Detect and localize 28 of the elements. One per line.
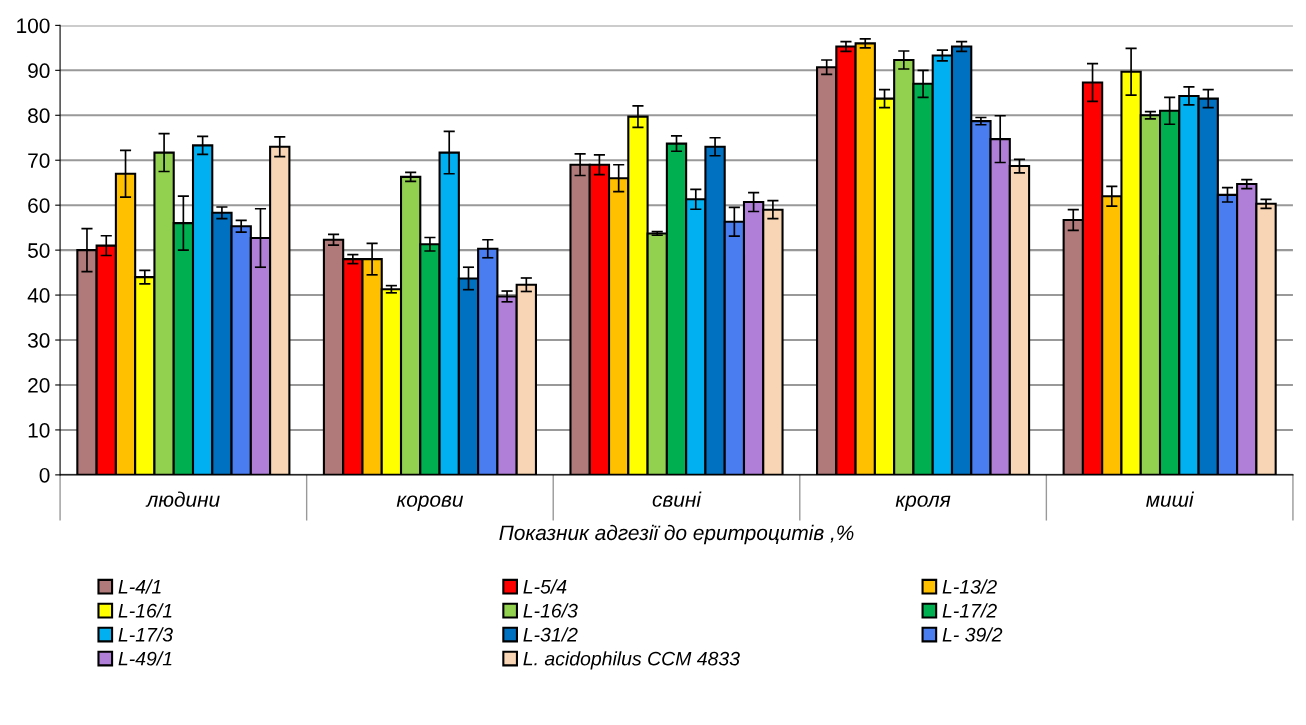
y-tick-label: 100 — [17, 18, 50, 34]
legend-label: L-16/3 — [523, 603, 578, 618]
x-axis-title: Показник адгезії до еритроцитів ,% — [499, 524, 854, 545]
x-tick-label: миші — [1146, 491, 1194, 507]
legend-label: L-17/2 — [942, 603, 997, 618]
y-tick-label: 70 — [28, 153, 50, 168]
y-tick-label: 60 — [28, 198, 50, 213]
legend-label: L-16/1 — [118, 603, 172, 618]
y-tick-label: 80 — [28, 108, 50, 124]
y-tick-label: 30 — [27, 333, 50, 348]
legend-label: L-4/1 — [118, 579, 161, 594]
legend-label: L. acidophilus CCM 4833 — [523, 651, 740, 670]
legend-label: L-49/1 — [118, 651, 172, 666]
y-tick-label: 90 — [28, 63, 50, 79]
legend-label: L-13/2 — [942, 579, 997, 594]
x-tick-label: свині — [652, 491, 702, 507]
legend-label: L-17/3 — [118, 627, 173, 642]
legend-label: L-5/4 — [523, 579, 567, 594]
y-tick-label: 0 — [39, 467, 50, 483]
y-tick-label: 50 — [28, 243, 50, 258]
y-tick-label: 40 — [27, 288, 50, 303]
x-tick-label: кроля — [895, 495, 951, 511]
legend-label: L-31/2 — [523, 627, 578, 642]
x-tick-label: людини — [145, 491, 220, 507]
legend-label: L- 39/2 — [942, 627, 1003, 642]
x-tick-label: корови — [396, 495, 464, 511]
y-tick-label: 20 — [28, 377, 50, 393]
y-tick-label: 10 — [28, 422, 50, 438]
